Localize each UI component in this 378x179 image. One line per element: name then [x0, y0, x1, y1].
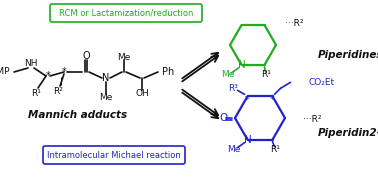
- Text: R²: R²: [53, 86, 63, 96]
- Text: Piperidin2-ones: Piperidin2-ones: [318, 128, 378, 138]
- Text: OH: OH: [135, 90, 149, 98]
- Text: NH: NH: [24, 59, 38, 69]
- Text: N: N: [244, 135, 251, 145]
- Text: *: *: [245, 95, 250, 105]
- Text: CO₂Et: CO₂Et: [308, 78, 335, 87]
- Text: Me: Me: [227, 145, 240, 154]
- Text: PMP: PMP: [0, 67, 10, 76]
- Text: Intramolecular Michael reaction: Intramolecular Michael reaction: [47, 151, 181, 159]
- Text: RCM or Lactamization/reduction: RCM or Lactamization/reduction: [59, 8, 193, 18]
- Text: Ph: Ph: [162, 67, 174, 77]
- Text: *: *: [62, 67, 67, 77]
- Text: R¹: R¹: [262, 70, 271, 79]
- Text: Me: Me: [221, 70, 234, 79]
- Text: Piperidines: Piperidines: [318, 50, 378, 60]
- Text: ···R²: ···R²: [303, 115, 322, 125]
- Text: Mannich adducts: Mannich adducts: [28, 110, 127, 120]
- Text: R¹: R¹: [31, 88, 41, 98]
- FancyBboxPatch shape: [50, 4, 202, 22]
- Text: Me: Me: [117, 52, 131, 62]
- Text: O: O: [82, 51, 90, 61]
- Text: *: *: [270, 95, 275, 105]
- Text: Me: Me: [99, 93, 113, 101]
- Text: N: N: [102, 73, 110, 83]
- Text: ···R²: ···R²: [285, 19, 303, 28]
- Text: N: N: [238, 60, 245, 70]
- FancyBboxPatch shape: [43, 146, 185, 164]
- Text: R¹: R¹: [271, 145, 280, 154]
- Text: *: *: [46, 71, 50, 81]
- Text: R³: R³: [229, 84, 239, 93]
- Text: O: O: [219, 113, 227, 123]
